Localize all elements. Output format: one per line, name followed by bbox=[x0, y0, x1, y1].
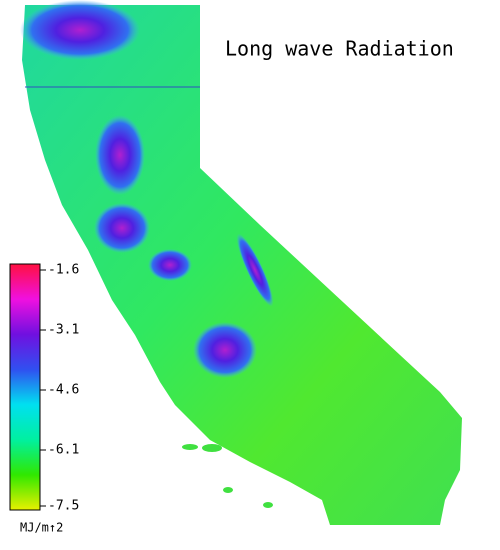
tick-label: -1.6 bbox=[48, 263, 79, 278]
island bbox=[223, 487, 233, 493]
low-region bbox=[95, 115, 145, 195]
island bbox=[263, 502, 273, 508]
low-region bbox=[94, 203, 150, 253]
low-region bbox=[20, 0, 140, 60]
unit-label: MJ/m↑2 bbox=[20, 521, 63, 535]
tick-label: -7.5 bbox=[48, 499, 79, 514]
low-region bbox=[148, 249, 192, 281]
colorbar: -1.6 -3.1 -4.6 -6.1 -7.5 bbox=[9, 263, 79, 514]
low-region bbox=[193, 322, 257, 378]
tick-label: -4.6 bbox=[48, 383, 79, 398]
island bbox=[202, 444, 222, 452]
island bbox=[182, 444, 198, 450]
state-shape bbox=[22, 5, 462, 525]
colorbar-ramp bbox=[9, 263, 41, 511]
tick-label: -6.1 bbox=[48, 443, 79, 458]
low-region bbox=[236, 233, 274, 307]
california-map bbox=[20, 0, 462, 525]
map-title: Long wave Radiation bbox=[225, 37, 454, 61]
tick-label: -3.1 bbox=[48, 323, 79, 338]
